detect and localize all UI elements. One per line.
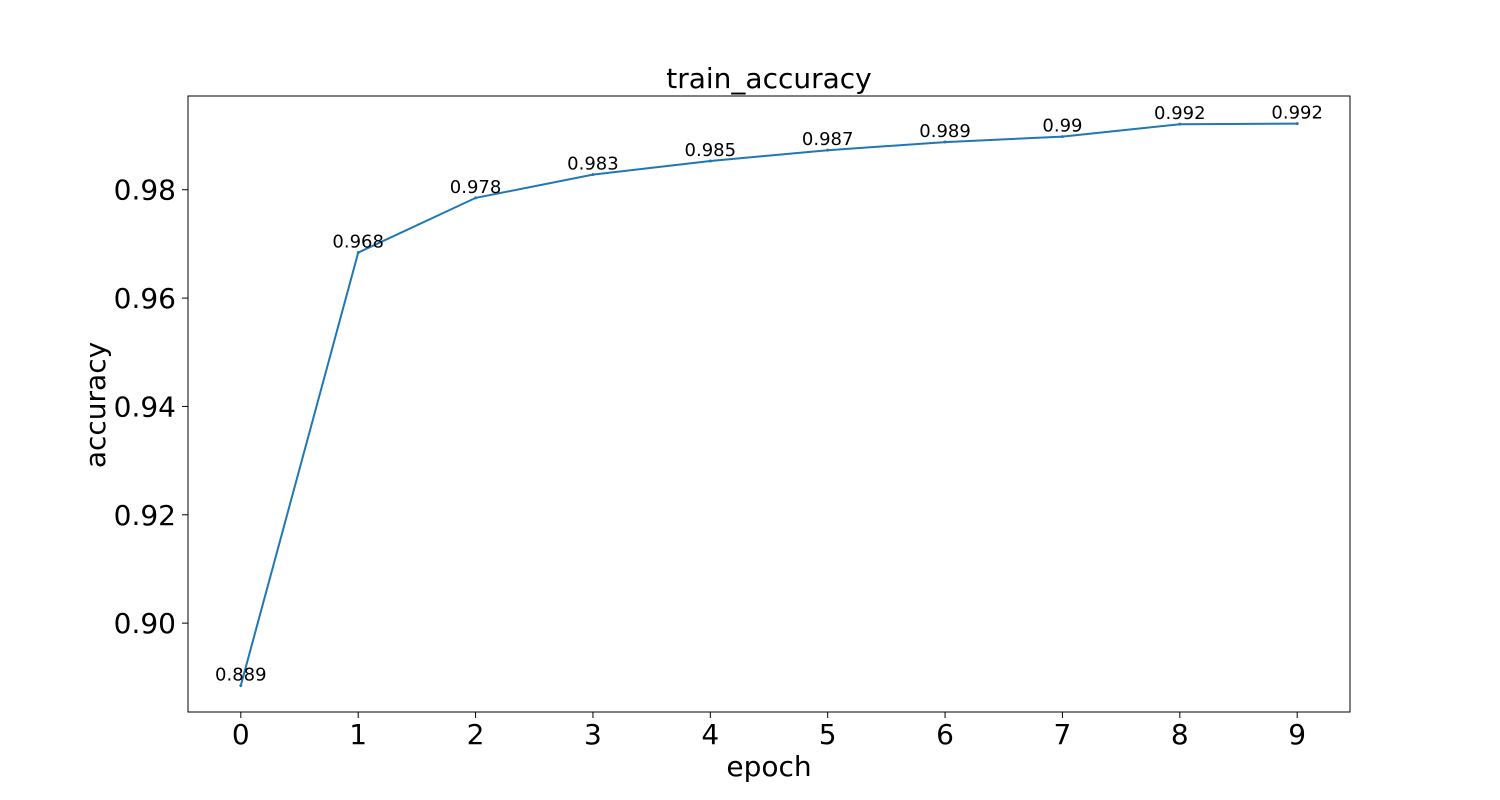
- y-tick-label: 0.92: [114, 499, 176, 532]
- x-tick-label: 8: [1171, 718, 1189, 751]
- data-point: [474, 196, 478, 200]
- data-label: 0.978: [450, 177, 502, 198]
- x-tick-label: 9: [1288, 718, 1306, 751]
- series-layer: [239, 122, 1299, 687]
- data-label: 0.989: [919, 121, 971, 142]
- x-tick-label: 3: [584, 718, 602, 751]
- x-tick-label: 4: [701, 718, 719, 751]
- data-label: 0.987: [802, 129, 854, 150]
- y-tick-label: 0.94: [114, 390, 176, 423]
- data-label: 0.889: [215, 664, 267, 685]
- data-label: 0.99: [1042, 116, 1082, 137]
- y-axis-label: accuracy: [79, 342, 112, 468]
- y-tick-label: 0.90: [114, 607, 176, 640]
- data-point: [1060, 135, 1064, 139]
- x-tick-label: 0: [232, 718, 250, 751]
- data-point: [708, 159, 712, 163]
- data-label: 0.992: [1271, 103, 1323, 124]
- data-point: [239, 683, 243, 687]
- axes-ticks: 0 1 2 3 4 5 6 7 8 9 0.90 0.92 0.94 0.96 0.98: [114, 174, 1306, 751]
- x-tick-label: 7: [1054, 718, 1072, 751]
- data-point: [356, 251, 360, 255]
- data-point: [1178, 122, 1182, 126]
- x-tick-label: 6: [936, 718, 954, 751]
- x-axis-label: epoch: [726, 750, 811, 783]
- x-tick-label: 2: [467, 718, 485, 751]
- plot-frame: [187, 95, 1351, 713]
- y-tick-label: 0.96: [114, 282, 176, 315]
- data-point: [591, 173, 595, 177]
- data-label: 0.985: [685, 140, 737, 161]
- y-tick-label: 0.98: [114, 174, 176, 207]
- x-tick-label: 5: [819, 718, 837, 751]
- data-point: [943, 140, 947, 144]
- data-labels: 0.889 0.968 0.978 0.983 0.985 0.987 0.989 0.99 0…: [215, 103, 1323, 686]
- data-label: 0.968: [332, 232, 384, 253]
- data-point: [826, 148, 830, 152]
- data-point: [1295, 122, 1299, 126]
- series-line: [239, 122, 1298, 686]
- x-tick-label: 1: [349, 718, 367, 751]
- chart-title: train_accuracy: [666, 62, 872, 95]
- data-label: 0.983: [567, 154, 619, 175]
- data-label: 0.992: [1154, 103, 1206, 124]
